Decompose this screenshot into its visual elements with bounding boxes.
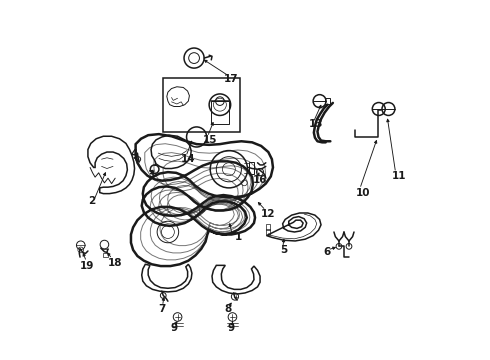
Text: 15: 15 <box>203 135 217 145</box>
Text: 4: 4 <box>130 149 138 159</box>
Text: 9: 9 <box>228 323 235 333</box>
Text: 16: 16 <box>253 175 268 185</box>
Text: 11: 11 <box>392 171 406 181</box>
Text: 9: 9 <box>171 323 177 333</box>
Text: 1: 1 <box>235 232 242 242</box>
Text: 3: 3 <box>147 170 155 180</box>
Text: 12: 12 <box>261 209 276 219</box>
Text: 13: 13 <box>309 120 323 129</box>
Text: 5: 5 <box>280 245 288 255</box>
Text: 14: 14 <box>181 154 196 164</box>
Text: 10: 10 <box>355 188 370 198</box>
Text: 19: 19 <box>80 261 95 271</box>
Text: 7: 7 <box>158 304 166 314</box>
Text: 2: 2 <box>88 196 95 206</box>
Text: 17: 17 <box>224 74 239 84</box>
Text: 18: 18 <box>108 258 122 268</box>
Text: 6: 6 <box>323 247 330 257</box>
Text: 8: 8 <box>224 304 231 314</box>
